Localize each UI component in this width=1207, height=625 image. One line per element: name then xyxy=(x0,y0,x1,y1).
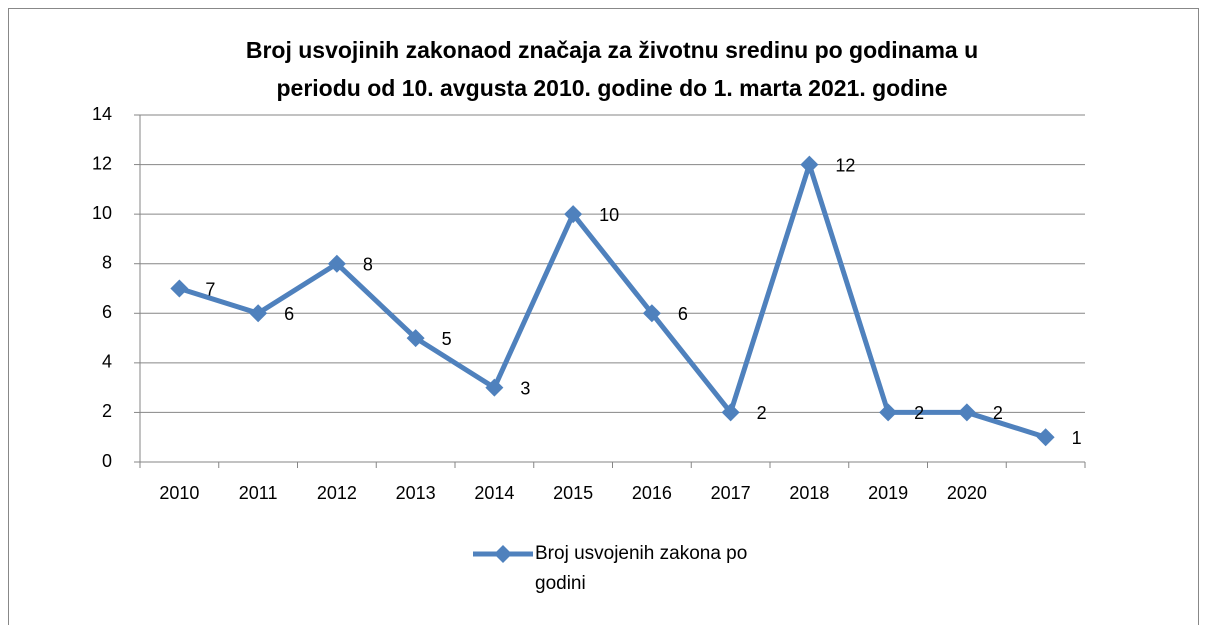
y-tick-label: 0 xyxy=(102,451,112,471)
data-label: 8 xyxy=(363,254,373,274)
y-tick-label: 4 xyxy=(102,352,112,372)
data-label: 12 xyxy=(835,155,855,175)
data-label: 3 xyxy=(520,378,530,398)
data-point xyxy=(406,329,425,348)
data-point xyxy=(327,254,346,273)
x-tick-label: 2013 xyxy=(396,483,436,503)
legend-marker xyxy=(494,545,512,563)
y-tick-label: 10 xyxy=(92,203,112,223)
data-point xyxy=(170,279,189,298)
data-label: 7 xyxy=(205,279,215,299)
data-label: 2 xyxy=(993,403,1003,423)
legend-swatch xyxy=(473,545,533,563)
x-tick-label: 2016 xyxy=(632,483,672,503)
legend-item: Broj usvojenih zakona po godini xyxy=(471,539,835,599)
data-label: 1 xyxy=(1072,428,1082,448)
x-tick-label: 2018 xyxy=(789,483,829,503)
legend-label: Broj usvojenih zakona po godini xyxy=(535,543,748,594)
data-label: 10 xyxy=(599,205,619,225)
data-label: 5 xyxy=(442,329,452,349)
x-tick-label: 2010 xyxy=(159,483,199,503)
x-tick-label: 2014 xyxy=(474,483,514,503)
data-point xyxy=(721,403,740,422)
data-point xyxy=(564,205,583,224)
series-line xyxy=(178,162,1047,440)
data-point xyxy=(1036,428,1055,447)
y-tick-label: 6 xyxy=(102,302,112,322)
chart-frame xyxy=(8,8,1199,625)
chart-title: Broj usvojinih zakonaod značaja za život… xyxy=(246,37,978,63)
x-tick-label: 2015 xyxy=(553,483,593,503)
data-point xyxy=(642,304,661,323)
legend: Broj usvojenih zakona po godini xyxy=(473,539,835,599)
y-tick-label: 2 xyxy=(102,401,112,421)
x-tick-label: 2020 xyxy=(947,483,987,503)
data-label: 6 xyxy=(284,304,294,324)
chart-title: periodu od 10. avgusta 2010. godine do 1… xyxy=(276,75,947,101)
data-point xyxy=(957,403,976,422)
y-tick-label: 12 xyxy=(92,153,112,173)
data-point xyxy=(879,403,898,422)
data-label: 2 xyxy=(914,403,924,423)
x-tick-label: 2011 xyxy=(239,483,278,503)
x-tick-label: 2012 xyxy=(317,483,357,503)
data-point xyxy=(249,304,268,323)
y-tick-label: 14 xyxy=(92,104,112,124)
data-point xyxy=(485,378,504,397)
x-tick-label: 2019 xyxy=(868,483,908,503)
y-tick-label: 8 xyxy=(102,252,112,272)
data-label: 6 xyxy=(678,304,688,324)
data-label: 2 xyxy=(757,403,767,423)
x-tick-label: 2017 xyxy=(711,483,751,503)
data-point xyxy=(800,155,819,174)
